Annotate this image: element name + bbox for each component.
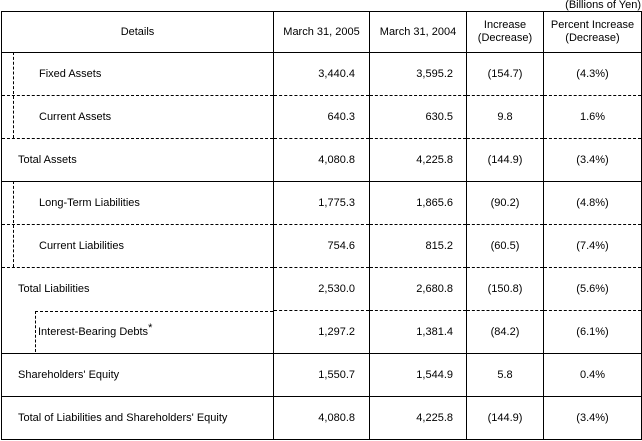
cell-2004: 4,225.8 [369,396,467,440]
cell-2004: 4,225.8 [369,138,467,182]
interest-bearing-bracket-line [35,311,36,352]
col-header-percent-increase: Percent Increase (Decrease) [543,11,642,53]
cell-2004: 1,381.4 [369,310,467,354]
assets-section-bracket-line [13,52,14,138]
unit-note: (Billions of Yen) [565,0,641,11]
cell-increase: (150.8) [466,267,544,311]
row-label-text: Interest-Bearing Debts [38,325,149,338]
cell-2005: 4,080.8 [273,396,370,440]
cell-increase: (84.2) [466,310,544,354]
table-row-current-liabilities: Current Liabilities 754.6 815.2 (60.5) (… [1,224,642,268]
col-header-details: Details [1,11,274,53]
cell-increase: 5.8 [466,353,544,397]
col-header-march-2004: March 31, 2004 [369,11,467,53]
cell-increase: 9.8 [466,95,544,139]
footnote-marker: * [148,321,153,334]
row-label: Total Assets [1,138,274,182]
table-row-fixed-assets: Fixed Assets 3,440.4 3,595.2 (154.7) (4.… [1,52,642,96]
cell-percent: 0.4% [543,353,642,397]
cell-2004: 815.2 [369,224,467,268]
cell-2004: 3,595.2 [369,52,467,96]
cell-2005: 1,297.2 [273,310,370,354]
interest-bearing-top-dashed-line [35,311,273,312]
cell-increase: (90.2) [466,181,544,225]
cell-increase: (144.9) [466,138,544,182]
cell-2004: 630.5 [369,95,467,139]
cell-2005: 754.6 [273,224,370,268]
cell-2004: 2,680.8 [369,267,467,311]
cell-2005: 640.3 [273,95,370,139]
cell-percent: (5.6%) [543,267,642,311]
cell-2005: 1,550.7 [273,353,370,397]
row-label: Total Liabilities [1,267,274,311]
liabilities-section-bracket-line [13,181,14,267]
cell-2005: 4,080.8 [273,138,370,182]
row-label: Current Liabilities [1,224,274,268]
cell-2004: 1,544.9 [369,353,467,397]
cell-increase: (154.7) [466,52,544,96]
col-header-increase: Increase (Decrease) [466,11,544,53]
table-row-interest-bearing-debts: Interest-Bearing Debts* 1,297.2 1,381.4 … [1,310,642,354]
col-header-march-2005: March 31, 2005 [273,11,370,53]
table-row-current-assets: Current Assets 640.3 630.5 9.8 1.6% [1,95,642,139]
row-label: Current Assets [1,95,274,139]
cell-percent: (6.1%) [543,310,642,354]
row-label: Shareholders' Equity [1,353,274,397]
row-label: Long-Term Liabilities [1,181,274,225]
cell-percent: (3.4%) [543,396,642,440]
header-row: Details March 31, 2005 March 31, 2004 In… [1,11,642,53]
cell-2005: 2,530.0 [273,267,370,311]
cell-2004: 1,865.6 [369,181,467,225]
cell-2005: 3,440.4 [273,52,370,96]
table-row-long-term-liabilities: Long-Term Liabilities 1,775.3 1,865.6 (9… [1,181,642,225]
row-label: Total of Liabilities and Shareholders' E… [1,396,274,440]
table-row-shareholders-equity: Shareholders' Equity 1,550.7 1,544.9 5.8… [1,353,642,397]
row-label: Fixed Assets [1,52,274,96]
cell-percent: 1.6% [543,95,642,139]
table-row-total-liabilities: Total Liabilities 2,530.0 2,680.8 (150.8… [1,267,642,311]
cell-percent: (4.3%) [543,52,642,96]
cell-2005: 1,775.3 [273,181,370,225]
cell-increase: (144.9) [466,396,544,440]
balance-sheet-table: Details March 31, 2005 March 31, 2004 In… [1,11,642,440]
cell-percent: (3.4%) [543,138,642,182]
cell-percent: (7.4%) [543,224,642,268]
cell-percent: (4.8%) [543,181,642,225]
table-row-total-assets: Total Assets 4,080.8 4,225.8 (144.9) (3.… [1,138,642,182]
table-row-total-liabilities-and-equity: Total of Liabilities and Shareholders' E… [1,396,642,440]
cell-increase: (60.5) [466,224,544,268]
row-label: Interest-Bearing Debts* [1,310,274,354]
